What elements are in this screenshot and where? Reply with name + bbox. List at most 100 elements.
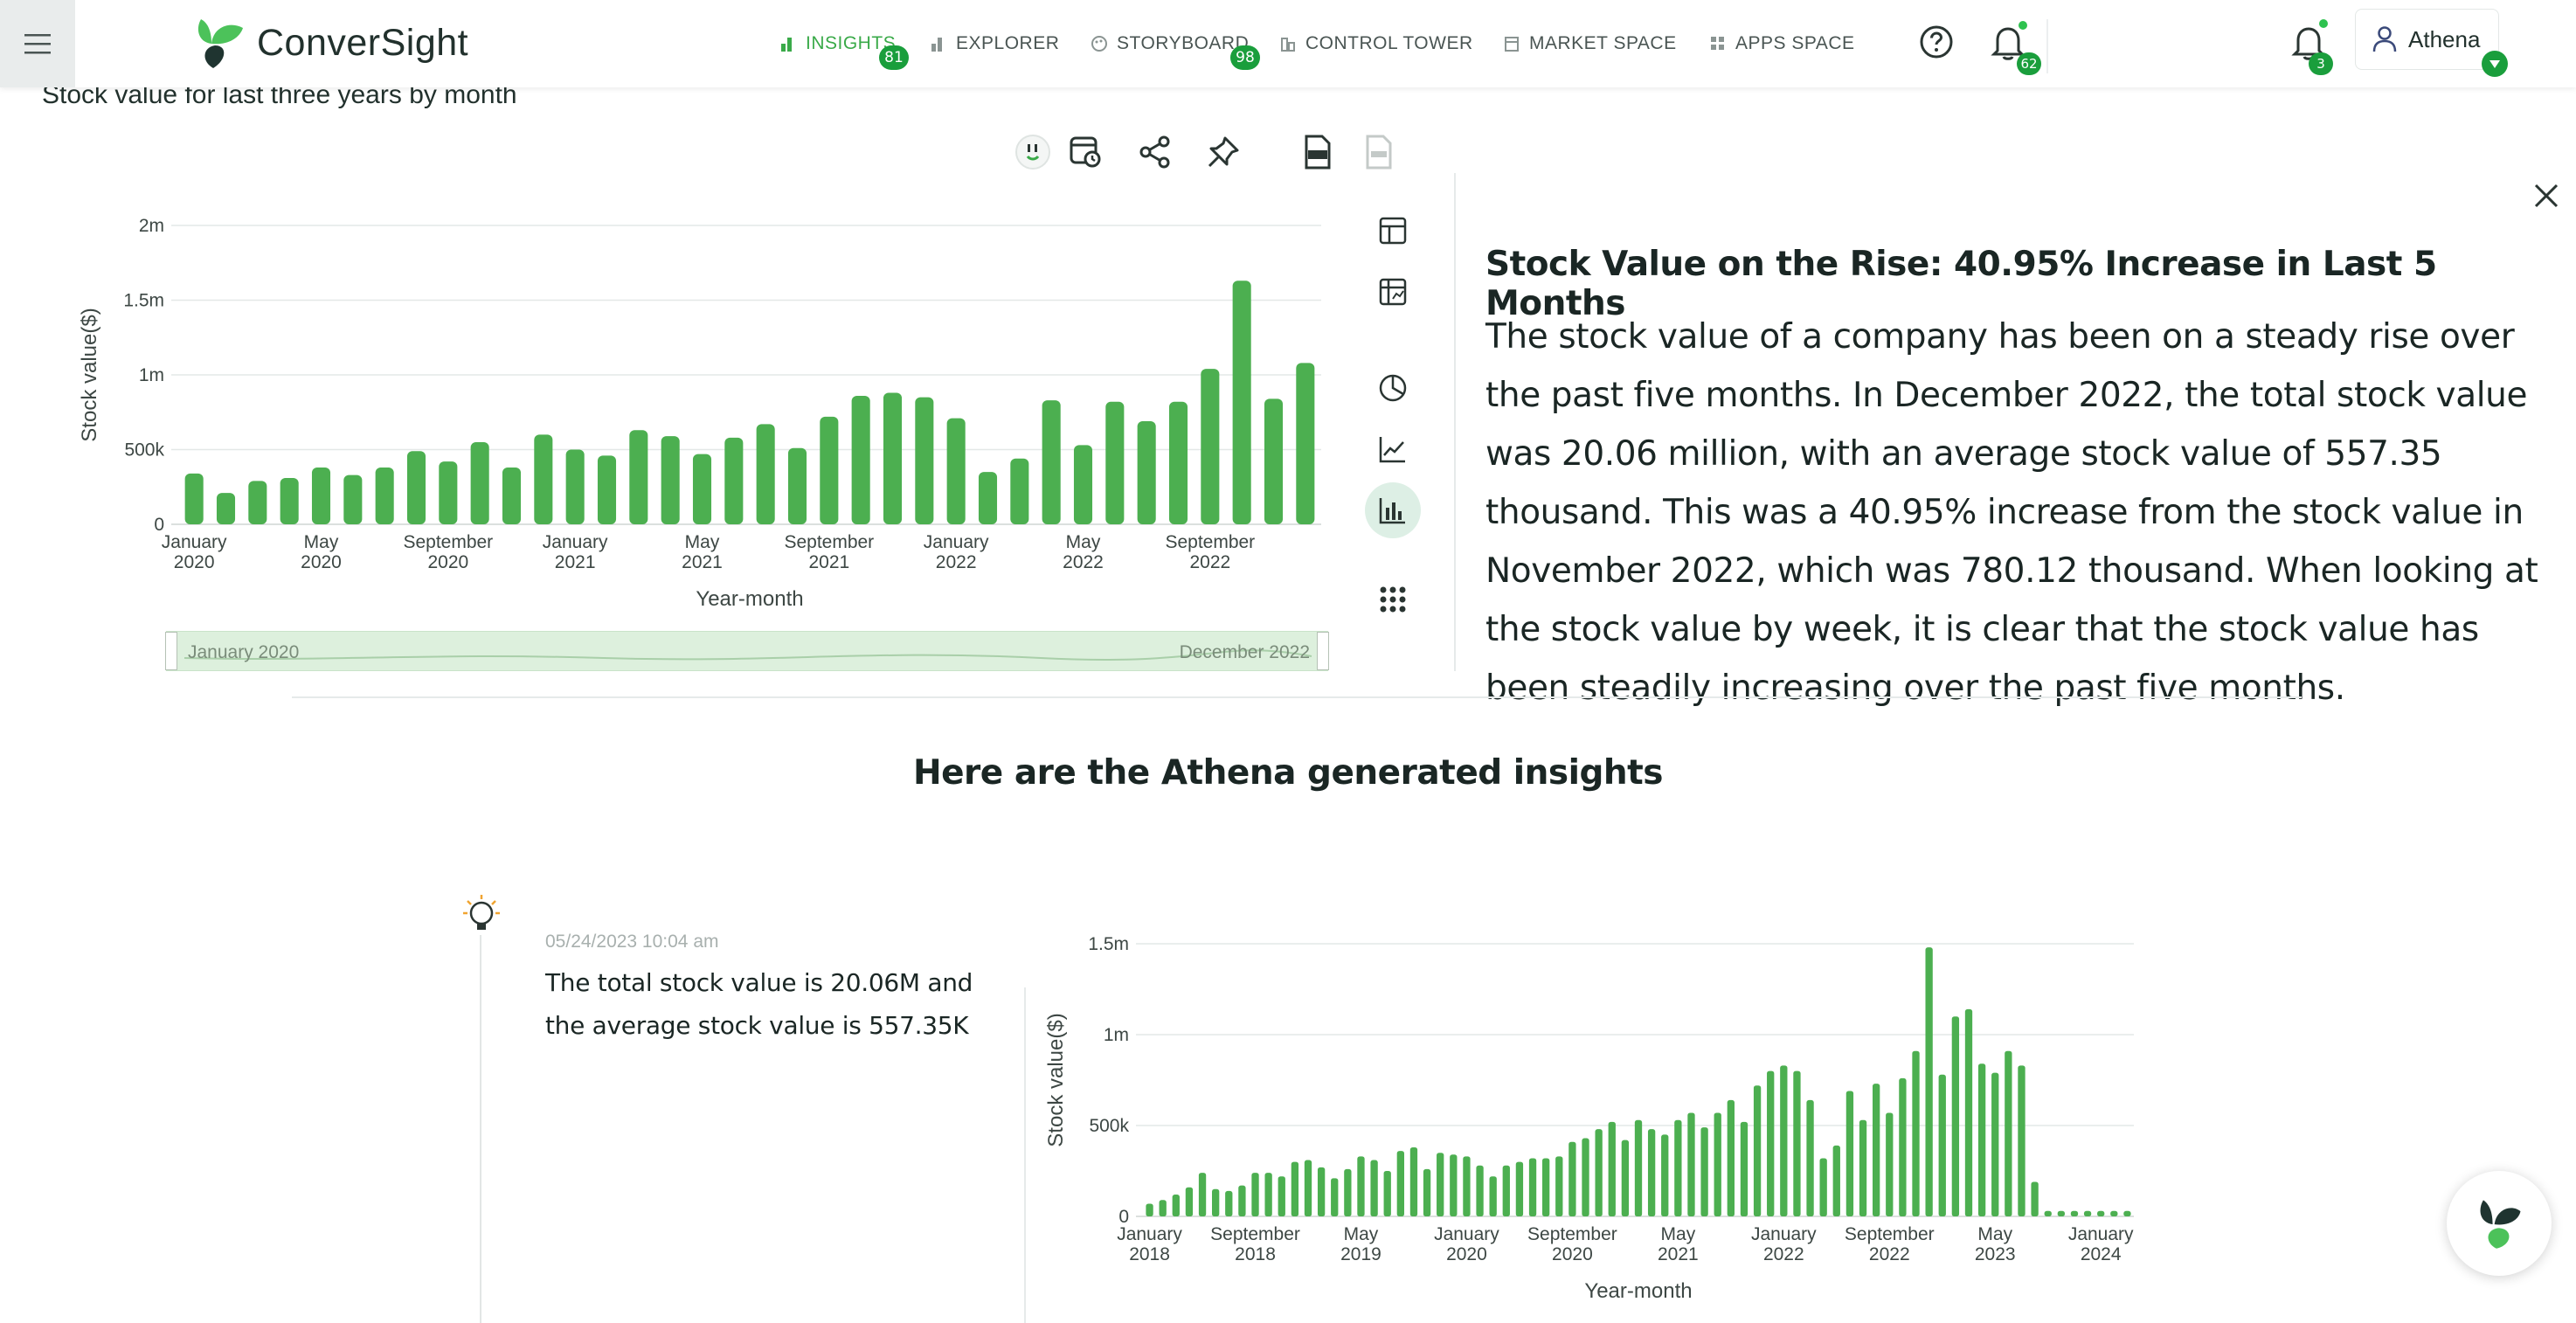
ai-assist-button[interactable] [1008,128,1057,177]
bar[interactable] [1977,1063,1986,1216]
bar[interactable] [2018,1065,2025,1216]
bar[interactable] [661,436,680,524]
bar[interactable] [2083,1210,2092,1216]
bar[interactable] [2031,1181,2039,1216]
bar[interactable] [1317,1167,1326,1216]
bar[interactable] [1806,1099,1814,1216]
bar[interactable] [1225,1190,1233,1216]
bar[interactable] [1137,421,1156,524]
help-button[interactable] [1919,24,1954,64]
bar[interactable] [1185,1187,1194,1216]
bar[interactable] [597,455,617,524]
bar[interactable] [1357,1156,1365,1216]
bar[interactable] [2070,1210,2079,1216]
bar[interactable] [343,474,363,524]
bar[interactable] [1296,363,1315,524]
bar[interactable] [1168,401,1188,524]
bar[interactable] [1232,281,1251,524]
bar[interactable] [2123,1210,2131,1216]
bar[interactable] [1951,1016,1960,1216]
bar[interactable] [1899,1077,1907,1216]
bar[interactable] [692,454,712,524]
bar[interactable] [1925,947,1933,1216]
bar[interactable] [1304,1160,1312,1216]
bar[interactable] [1568,1141,1576,1216]
bar[interactable] [1912,1050,1920,1216]
bar[interactable] [2057,1210,2065,1216]
bar[interactable] [1370,1160,1378,1216]
bar[interactable] [1753,1085,1762,1216]
date-range-slider[interactable]: January 2020 December 2022 [165,631,1329,671]
bar[interactable] [1780,1065,1788,1216]
bar[interactable] [1344,1168,1352,1216]
bar[interactable] [1845,1091,1854,1216]
bar[interactable] [1608,1121,1616,1216]
bar[interactable] [1278,1176,1285,1216]
bar[interactable] [1010,458,1029,524]
bar[interactable] [2097,1210,2105,1216]
bar[interactable] [787,447,807,524]
bar[interactable] [1212,1188,1220,1216]
pin-button[interactable] [1199,128,1248,177]
bar[interactable] [915,397,934,524]
bar[interactable] [2044,1210,2052,1216]
bar[interactable] [184,473,204,524]
bar[interactable] [1621,1139,1630,1216]
bar[interactable] [1964,1008,1973,1216]
bar[interactable] [1264,398,1284,524]
bar[interactable] [406,451,426,524]
bar[interactable] [1502,1165,1510,1216]
bar[interactable] [883,392,903,524]
bar[interactable] [2005,1050,2012,1216]
bar[interactable] [1832,1145,1840,1216]
pivot-view-button[interactable] [1368,267,1417,316]
bar[interactable] [1409,1146,1418,1216]
bar[interactable] [1450,1154,1458,1216]
bar[interactable] [1542,1158,1550,1216]
bar[interactable] [1105,401,1125,524]
bar[interactable] [1634,1119,1643,1216]
table-view-button[interactable] [1368,206,1417,255]
slider-left-handle[interactable] [165,632,177,670]
bar[interactable] [1859,1119,1867,1216]
bar[interactable] [1595,1129,1603,1216]
bar[interactable] [1073,445,1093,524]
bar[interactable] [1264,1173,1272,1216]
bar[interactable] [1938,1074,1946,1216]
bar[interactable] [1396,1151,1404,1216]
bar[interactable] [1674,1119,1682,1216]
bar[interactable] [1873,1084,1880,1216]
bar[interactable] [1201,369,1220,524]
bar[interactable] [978,472,998,524]
bar[interactable] [1198,1173,1207,1216]
bar[interactable] [216,493,236,524]
close-summary-button[interactable] [2524,173,2569,218]
user-menu[interactable]: Athena [2355,9,2499,70]
nav-market-space[interactable]: MARKET SPACE [1503,24,1677,63]
line-chart-button[interactable] [1368,425,1417,474]
bar[interactable] [2110,1210,2118,1216]
bar[interactable] [1555,1156,1563,1216]
bar[interactable] [1687,1112,1695,1216]
bar[interactable] [1647,1129,1656,1216]
bar[interactable] [756,424,775,524]
more-charts-button[interactable] [1368,575,1417,624]
bar[interactable] [1331,1178,1339,1216]
bar[interactable] [1793,1070,1801,1216]
nav-storyboard[interactable]: STORYBOARD [1091,24,1249,63]
assistant-fab[interactable] [2447,1171,2552,1276]
bar[interactable] [851,395,870,524]
bar[interactable] [1238,1185,1246,1216]
bar[interactable] [502,468,522,524]
bar[interactable] [1661,1134,1669,1216]
bar[interactable] [1476,1165,1484,1216]
bar[interactable] [1714,1112,1721,1216]
app-logo[interactable]: ConverSight [192,12,468,73]
bar[interactable] [280,477,299,524]
bar[interactable] [375,468,394,524]
user-dropdown-button[interactable] [2482,51,2508,77]
bar[interactable] [311,468,331,524]
bar[interactable] [1991,1072,1999,1216]
bar[interactable] [565,449,585,525]
bar[interactable] [1528,1158,1537,1216]
